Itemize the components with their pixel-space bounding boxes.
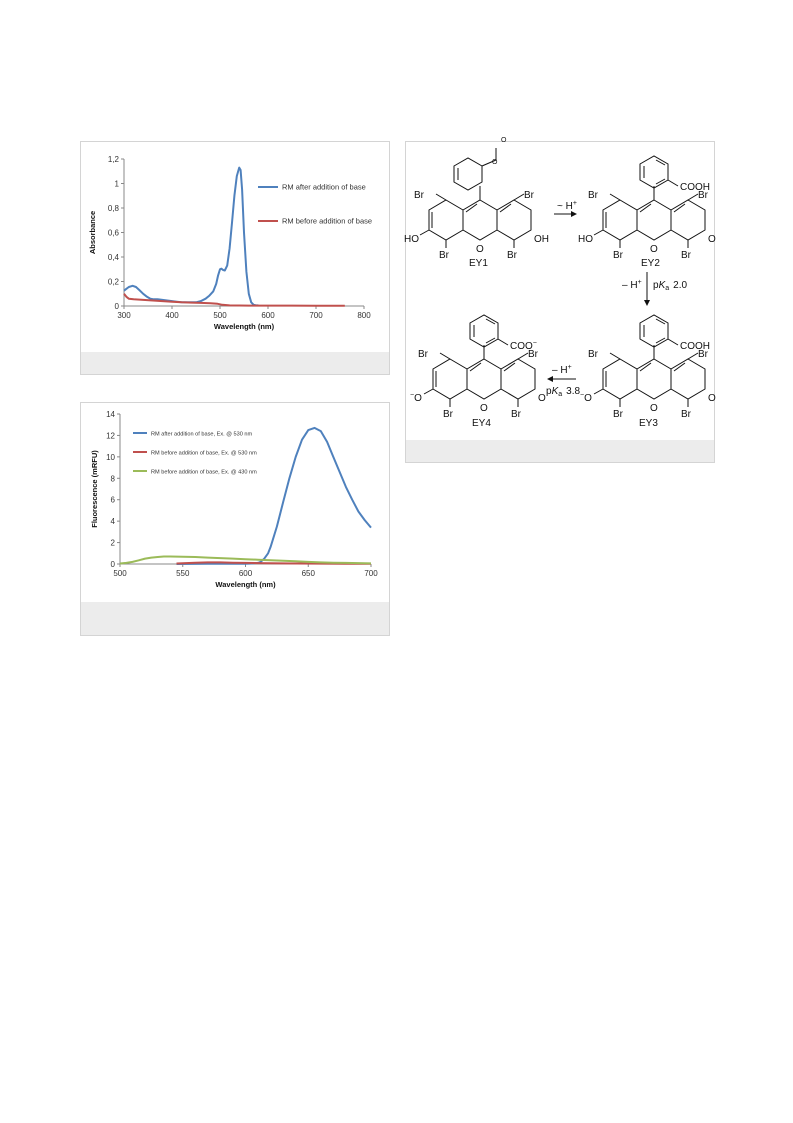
x-tick-label: 650 — [302, 569, 316, 578]
ey2-br-left: Br — [588, 190, 599, 201]
legend-label-1: RM after addition of base — [282, 183, 366, 192]
ey4-ring-o: O — [480, 403, 488, 414]
ey1-lactone-o: O — [492, 159, 498, 166]
y-tick-label: 0,8 — [108, 204, 120, 213]
series-line-2 — [123, 293, 345, 307]
step2-label: – H+ — [622, 279, 642, 291]
ey4-br-right: Br — [528, 349, 539, 360]
x-axis-title: Wavelength (nm) — [215, 580, 276, 589]
ey2-br-right: Br — [698, 190, 709, 201]
ey3-br-left: Br — [588, 349, 599, 360]
legend-label-1: RM after addition of base, Ex. @ 530 nm — [151, 432, 252, 438]
ey2-ho: HO — [578, 234, 593, 245]
ey2-br-bottom-right: Br — [681, 250, 692, 261]
ey3-structure: Br Br −O O COOH Br Br O — [580, 314, 716, 420]
x-tick-label: 600 — [261, 311, 275, 320]
fluorescence-chart: 0 2 4 6 8 10 12 14 500 550 600 650 700 Wavelength (nm… — [90, 410, 378, 589]
eosin-equilibrium-scheme: O O Br Br HO OH Br Br O EY1 ~ H+ Br Br H… — [404, 137, 716, 429]
series-line-2 — [176, 561, 372, 565]
absorbance-panel-footer — [81, 352, 389, 374]
y-tick-label: 6 — [111, 496, 116, 505]
ey1-structure: O O Br Br HO OH Br Br O — [404, 137, 549, 261]
y-tick-label: 0,2 — [108, 278, 120, 287]
x-axis-title: Wavelength (nm) — [214, 322, 275, 331]
y-tick-label: 8 — [111, 474, 116, 483]
series-line-3 — [119, 555, 372, 565]
series-line-1 — [176, 426, 372, 565]
y-tick-label: 0,4 — [108, 253, 120, 262]
y-axis-title: Fluorescence (mRFU) — [90, 450, 99, 528]
ey4-br-left: Br — [418, 349, 429, 360]
step2-pka: pKa 2.0 — [653, 280, 687, 292]
eosin-scheme-panel: O O Br Br HO OH Br Br O EY1 ~ H+ Br Br H… — [404, 137, 716, 463]
step3-pka: pKa 3.8 — [546, 386, 580, 398]
ey4-br-bottom-right: Br — [511, 409, 522, 420]
x-tick-label: 600 — [239, 569, 253, 578]
ey4-coo-minus: COO− — [510, 340, 537, 352]
ey4-structure: Br Br −O O COO− Br Br O — [410, 314, 546, 420]
ey2-oxo: O — [708, 234, 716, 245]
scheme-panel-footer — [406, 440, 714, 462]
x-tick-label: 800 — [357, 311, 371, 320]
y-tick-label: 12 — [106, 431, 115, 440]
x-tick-label: 700 — [309, 311, 323, 320]
ey3-br-bottom-right: Br — [681, 409, 692, 420]
ey3-o-minus: −O — [580, 392, 592, 404]
y-tick-label: 0 — [111, 560, 116, 569]
ey4-o-minus: −O — [410, 392, 422, 404]
y-tick-label: 14 — [106, 410, 115, 419]
ey1-br-bottom-left: Br — [439, 250, 450, 261]
ey1-br-bottom-right: Br — [507, 250, 518, 261]
legend-label-2: RM before addition of base, Ex. @ 530 nm — [151, 451, 257, 457]
ey2-cooh: COOH — [680, 182, 710, 193]
legend-label-2: RM before addition of base — [282, 217, 372, 226]
ey2-label: EY2 — [641, 258, 660, 269]
y-tick-label: 1 — [115, 180, 120, 189]
ey3-oxo: O — [708, 393, 716, 404]
ey1-br-right: Br — [524, 190, 535, 201]
ey4-oxo: O — [538, 393, 546, 404]
legend-label-3: RM before addition of base, Ex. @ 430 nm — [151, 470, 257, 476]
ey4-br-bottom-left: Br — [443, 409, 454, 420]
ey1-ho: HO — [404, 234, 419, 245]
ey1-oh: OH — [534, 234, 549, 245]
absorbance-panel: 0 0,2 0,4 0,6 0,8 1 1,2 300 400 500 600 700 800 Wavel… — [80, 141, 390, 375]
ey4-label: EY4 — [472, 418, 491, 429]
y-tick-label: 2 — [111, 539, 116, 548]
y-tick-label: 1,2 — [108, 155, 120, 164]
step3-label: – H+ — [552, 364, 572, 376]
x-tick-label: 300 — [117, 311, 131, 320]
y-tick-label: 0 — [115, 302, 120, 311]
y-tick-label: 0,6 — [108, 229, 120, 238]
ey2-structure: Br Br HO O COOH Br Br O — [578, 155, 716, 261]
fluorescence-panel: 0 2 4 6 8 10 12 14 500 550 600 650 700 Wavelength (nm… — [80, 402, 390, 636]
y-axis-title: Absorbance — [88, 211, 97, 254]
series-line-1 — [123, 166, 259, 307]
ey3-cooh: COOH — [680, 341, 710, 352]
fluorescence-panel-footer — [81, 602, 389, 635]
ey3-label: EY3 — [639, 418, 658, 429]
ey3-br-bottom-left: Br — [613, 409, 624, 420]
ey1-br-left: Br — [414, 190, 425, 201]
x-tick-label: 400 — [165, 311, 179, 320]
y-tick-label: 4 — [111, 517, 116, 526]
x-tick-label: 500 — [113, 569, 127, 578]
ey2-br-bottom-left: Br — [613, 250, 624, 261]
x-tick-label: 700 — [364, 569, 378, 578]
absorbance-chart: 0 0,2 0,4 0,6 0,8 1 1,2 300 400 500 600 700 800 Wavel… — [88, 155, 372, 331]
ey3-br-right: Br — [698, 349, 709, 360]
x-tick-label: 550 — [176, 569, 190, 578]
ey3-ring-o: O — [650, 403, 658, 414]
ey2-ring-o: O — [650, 244, 658, 255]
ey1-ring-o: O — [476, 244, 484, 255]
step1-label: ~ H+ — [557, 200, 577, 212]
ey1-carbonyl-o: O — [501, 137, 507, 144]
x-tick-label: 500 — [213, 311, 227, 320]
ey1-label: EY1 — [469, 258, 488, 269]
y-tick-label: 10 — [106, 453, 115, 462]
